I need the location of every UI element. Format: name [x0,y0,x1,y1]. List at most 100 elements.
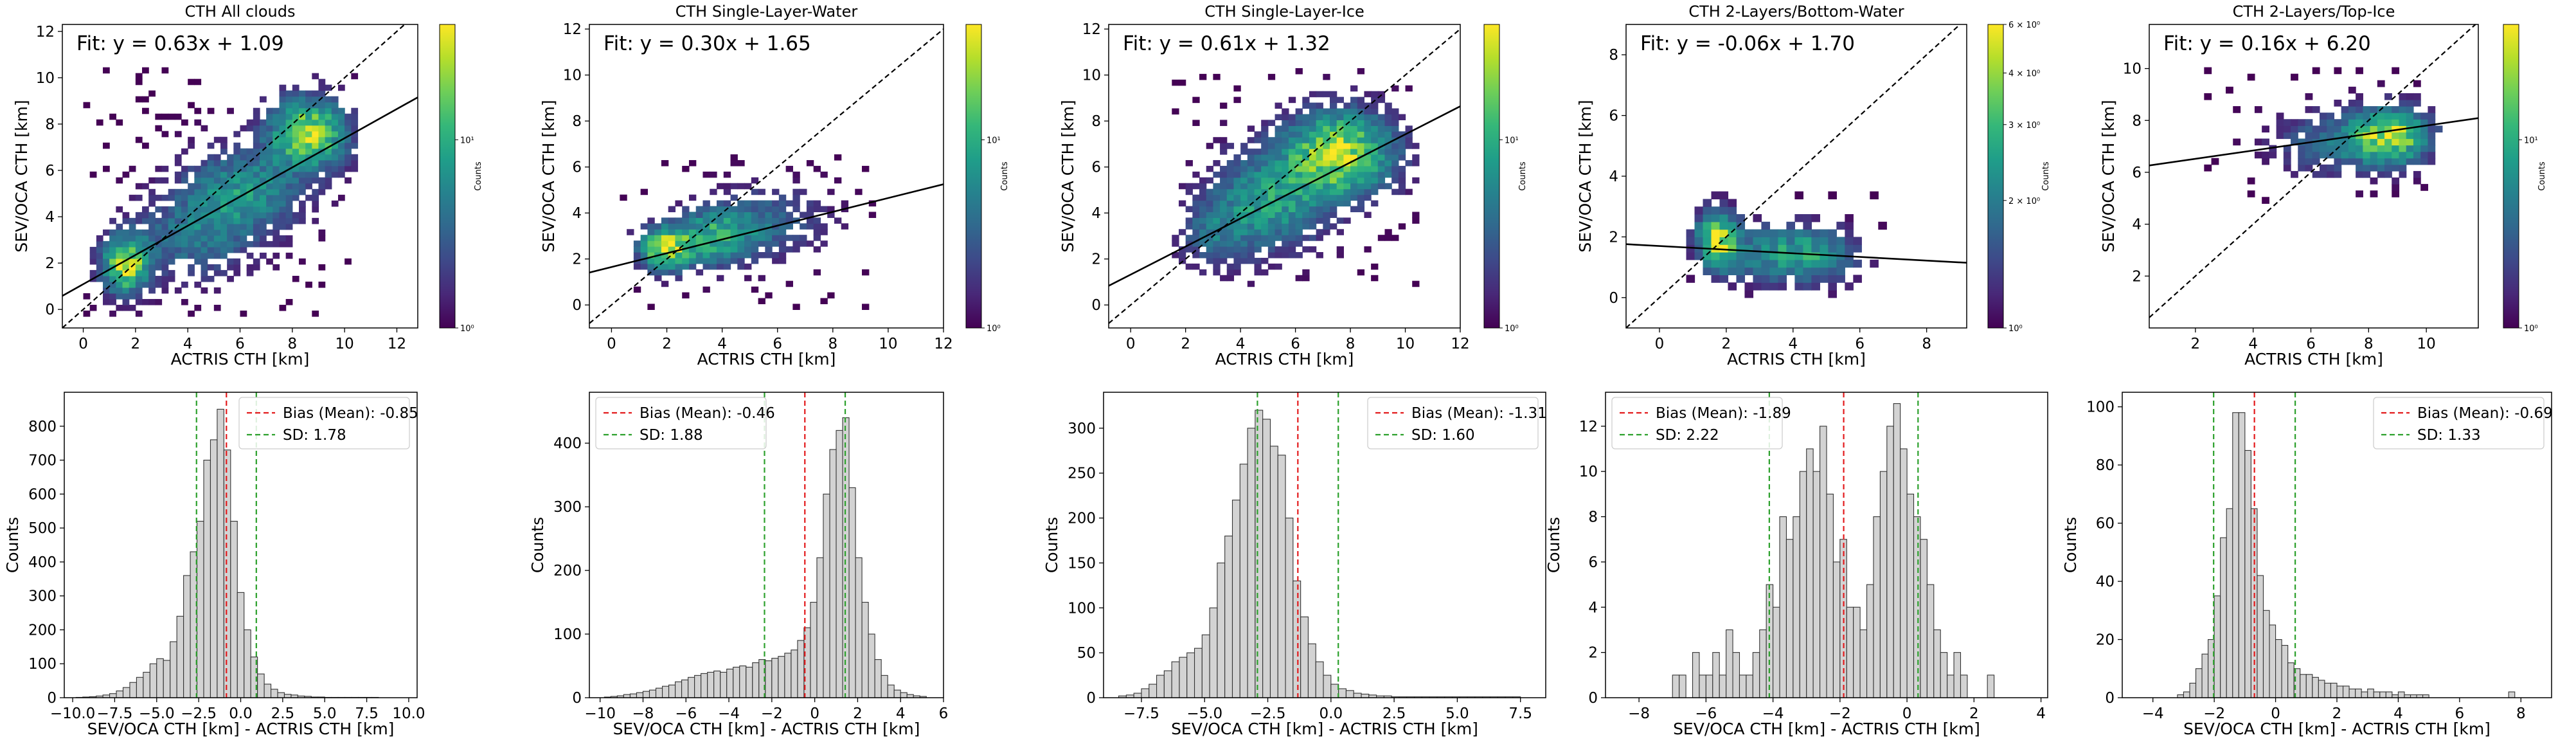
density-cell [1206,200,1213,207]
density-cell [273,252,280,259]
density-cell [744,263,752,270]
density-cell [1261,269,1269,276]
density-cell [710,223,717,230]
colorbar-tick-label: 6 × 10⁰ [2008,21,2040,30]
density-cell [1343,125,1351,132]
histogram-bar [1886,426,1894,698]
density-cell [758,298,765,305]
legend-box [238,397,410,449]
density-cell [1803,221,1812,230]
histogram-bar [726,668,734,698]
density-cell [129,287,136,294]
histogram-bar [1209,607,1218,698]
density-cell [201,177,208,184]
density-cell [168,194,175,201]
density-cell [168,217,175,224]
density-cell [188,269,195,277]
density-cell [233,142,241,149]
density-cell [1794,229,1803,237]
density-cell [318,159,326,167]
density-cell [1343,131,1351,138]
density-cell [337,159,345,167]
density-cell [688,212,697,218]
density-cell [273,188,280,195]
density-cell [640,188,648,195]
density-cell [1267,229,1276,235]
density-cell [331,102,339,109]
density-cell [710,235,717,241]
colorbar-gradient [1987,24,2004,329]
density-cell [1254,188,1262,195]
density-cell [285,107,293,114]
density-cell [292,275,300,282]
density-cell [661,235,669,241]
density-cell [1261,240,1269,247]
histogram-bar [283,694,292,698]
histogram-bar [681,679,689,698]
density-cell [129,235,136,242]
density-cell [155,206,163,213]
density-cell [318,125,326,132]
density-cell [1192,120,1200,126]
density-cell [1302,154,1310,161]
density-cell [285,102,293,109]
density-cell [1282,235,1289,241]
density-cell [201,217,208,224]
density-cell [1364,91,1372,98]
colorbar-gradient [1483,24,1500,329]
density-cell [1371,125,1379,132]
histogram-bar [2201,653,2209,698]
density-cell [2420,125,2429,133]
density-cell [148,298,156,305]
density-cell [744,200,752,207]
density-cell [1247,188,1255,195]
histogram-bar [2318,680,2325,698]
density-cell [188,310,195,317]
density-cell [2327,145,2335,152]
y-tick-label: 250 [1068,466,1096,482]
density-cell [109,269,116,277]
density-cell [285,136,293,143]
histogram-bar [1806,448,1814,698]
density-cell [168,258,175,265]
density-cell [116,240,123,248]
density-cell [135,269,143,277]
density-cell [103,246,110,253]
density-cell [1686,275,1695,283]
density-cell [1357,159,1365,167]
density-cell [109,240,116,248]
density-cell [1820,237,1829,245]
density-cell [188,264,195,271]
density-cell [1192,212,1200,218]
x-tick-label: 4 [717,336,727,352]
density-cell [240,183,247,190]
density-cell [273,148,280,155]
density-cell [1357,165,1365,172]
density-cell [2399,119,2407,126]
density-cell [1192,171,1200,178]
density-cell [161,223,169,230]
density-cell [227,165,234,172]
histogram-bar [668,684,676,698]
density-cell [620,194,627,201]
density-cell [841,200,849,207]
density-cell [233,235,241,242]
density-cell [227,235,234,242]
density-cell [227,246,234,253]
density-cell [2356,151,2363,159]
density-cell [717,263,724,270]
density-cell [2298,164,2306,172]
density-cell [1172,235,1179,241]
density-cell [207,246,215,253]
density-cell [1803,259,1812,268]
density-cell [1254,269,1262,276]
density-cell [1384,143,1392,149]
density-cell [1233,223,1241,230]
density-cell [1233,200,1241,207]
density-cell [682,292,690,299]
density-cell [1398,177,1406,184]
density-cell [207,200,215,207]
density-cell [109,310,116,317]
x-axis-label: ACTRIS CTH [km] [2244,350,2383,368]
